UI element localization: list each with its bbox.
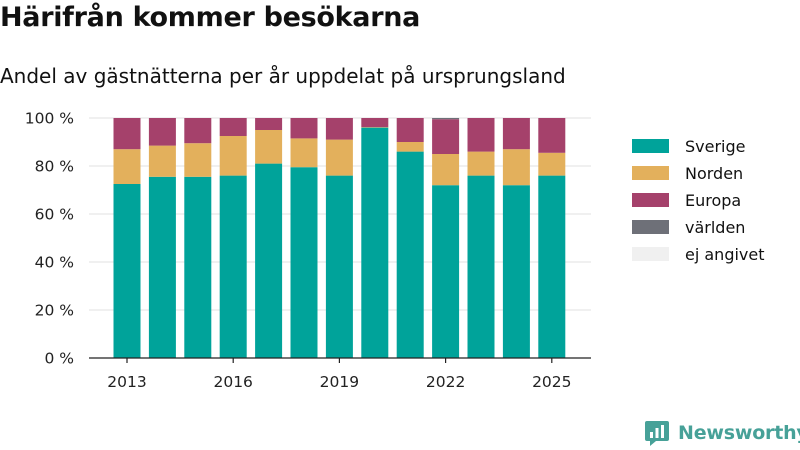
bar-stack xyxy=(219,118,247,358)
bar-segment xyxy=(467,151,495,176)
bar-segment xyxy=(184,176,212,358)
bar-stack xyxy=(361,118,389,358)
legend-swatch xyxy=(632,166,669,180)
bar-segment xyxy=(148,118,176,146)
bar-segment xyxy=(255,118,283,130)
bar-segment xyxy=(467,118,495,152)
bar-stack xyxy=(502,118,530,358)
bars xyxy=(113,118,566,358)
legend-swatch xyxy=(632,193,669,207)
bar-segment xyxy=(538,118,566,153)
x-tick-label: 2013 xyxy=(107,373,146,391)
axes: 0 % 20 % 40 % 60 % 80 % 100 % 2013 2016 2019 2022… xyxy=(25,110,591,391)
y-tick-label: 100 % xyxy=(25,110,74,128)
y-tick-label: 20 % xyxy=(35,302,74,320)
bar-segment xyxy=(219,136,247,176)
bar-stack xyxy=(113,118,141,358)
bar-segment xyxy=(467,175,495,358)
bar-segment xyxy=(113,149,141,184)
chart-subtitle: Andel av gästnätterna per år uppdelat på… xyxy=(0,64,566,88)
bar-stack xyxy=(538,118,566,358)
bar-segment xyxy=(396,151,424,358)
legend-label: Sverige xyxy=(685,137,746,156)
bar-segment xyxy=(113,184,141,358)
bar-segment xyxy=(219,118,247,136)
legend-label: ej angivet xyxy=(685,245,765,264)
bar-segment xyxy=(148,145,176,177)
bar-segment xyxy=(255,163,283,358)
y-tick-label: 60 % xyxy=(35,206,74,224)
bar-segment xyxy=(325,139,353,176)
bar-segment xyxy=(290,138,318,168)
bar-segment xyxy=(148,176,176,358)
bar-segment xyxy=(290,118,318,139)
newsworthy-logo-icon xyxy=(645,421,669,446)
bar-segment xyxy=(502,149,530,186)
x-tick-label: 2022 xyxy=(426,373,465,391)
y-tick-label: 80 % xyxy=(35,158,74,176)
bar-segment xyxy=(184,143,212,177)
x-tick-label: 2019 xyxy=(320,373,359,391)
bar-segment xyxy=(432,119,460,154)
bar-segment xyxy=(290,167,318,358)
bar-segment xyxy=(361,118,389,128)
legend-label: Europa xyxy=(685,191,741,210)
legend-swatch xyxy=(632,247,669,261)
bar-segment xyxy=(325,175,353,358)
bar-segment xyxy=(361,127,389,358)
bar-stack xyxy=(467,118,495,358)
bar-segment xyxy=(396,118,424,142)
bar-segment xyxy=(396,142,424,152)
bar-stack xyxy=(255,118,283,358)
legend-label: Norden xyxy=(685,164,743,183)
bar-segment xyxy=(538,152,566,176)
bar-segment xyxy=(255,130,283,164)
bar-segment xyxy=(502,185,530,358)
x-tick-label: 2016 xyxy=(213,373,252,391)
bar-stack xyxy=(148,118,176,358)
bar-segment xyxy=(219,175,247,358)
legend-swatch xyxy=(632,139,669,153)
bar-stack xyxy=(396,118,424,358)
bar-segment xyxy=(113,118,141,150)
bar-stack xyxy=(290,118,318,358)
y-tick-label: 40 % xyxy=(35,254,74,272)
bar-segment xyxy=(538,175,566,358)
brand-name: Newsworthy xyxy=(678,422,800,444)
bar-segment xyxy=(432,185,460,358)
bar-stack xyxy=(325,118,353,358)
legend: Sverige Norden Europa världen ej angivet xyxy=(632,137,765,264)
bar-segment xyxy=(432,118,460,120)
bar-segment xyxy=(502,118,530,150)
legend-swatch xyxy=(632,220,669,234)
x-tick-label: 2025 xyxy=(532,373,571,391)
y-tick-label: 0 % xyxy=(44,350,74,368)
newsworthy-logo: Newsworthy xyxy=(644,418,800,448)
bar-segment xyxy=(184,118,212,144)
bar-stack xyxy=(432,118,460,358)
legend-label: världen xyxy=(685,218,745,237)
bar-segment xyxy=(432,154,460,186)
bar-stack xyxy=(184,118,212,358)
bar-segment xyxy=(325,118,353,140)
chart-title: Härifrån kommer besökarna xyxy=(0,2,421,33)
